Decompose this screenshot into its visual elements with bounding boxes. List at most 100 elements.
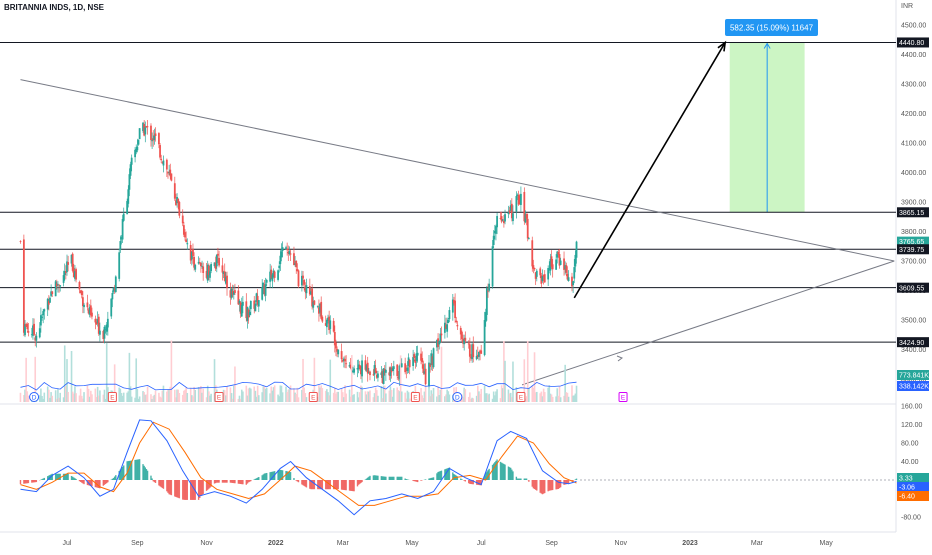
volume-bar [433, 388, 435, 402]
time-tick-label: Sep [545, 540, 558, 547]
macd-histogram-bar [369, 476, 370, 480]
candle-body [51, 291, 53, 294]
volume-bar [552, 397, 554, 402]
macd-histogram-bar [163, 480, 164, 489]
candle-body [39, 328, 41, 337]
candle-body [329, 320, 331, 328]
candle-body [542, 276, 544, 281]
macd-histogram-bar [526, 479, 527, 480]
candle-body [369, 372, 371, 376]
candle-body [293, 253, 295, 265]
candle-body [153, 135, 155, 140]
candle-body [226, 276, 228, 288]
macd-histogram-bar [44, 478, 45, 480]
candle-body [412, 357, 414, 366]
candle-body [210, 264, 212, 271]
macd-histogram-bar [377, 476, 378, 480]
candle-body [28, 331, 30, 333]
candle-body [115, 277, 117, 292]
volume-bar [258, 395, 260, 402]
candle-body [118, 252, 120, 279]
price-level-label: 3424.90 [899, 340, 924, 347]
candle-body [136, 147, 138, 151]
candle-body [43, 309, 45, 311]
candle-body [496, 216, 498, 227]
price-level-label: 3609.55 [899, 285, 924, 292]
event-marker-label: E [217, 395, 222, 402]
candle-body [144, 127, 146, 134]
candle-body [306, 285, 308, 293]
macd-histogram-bar [290, 472, 291, 480]
macd-tick-label: -80.00 [901, 515, 921, 522]
price-tick-label: 3700.00 [901, 259, 926, 266]
candle-body [536, 271, 538, 277]
candle-body [57, 284, 59, 285]
candle-body [159, 145, 161, 157]
volume-bar [194, 390, 196, 402]
candle-body [261, 287, 263, 300]
volume-bar [147, 386, 149, 402]
volume-bar [67, 392, 69, 402]
macd-histogram-bar [139, 459, 140, 480]
macd-histogram-bar [544, 480, 545, 493]
candle-body [341, 351, 343, 359]
macd-histogram-bar [520, 479, 521, 480]
candle-body [49, 298, 51, 303]
volume-bar [59, 393, 61, 402]
candle-body [320, 302, 322, 319]
candle-body [282, 247, 284, 251]
volume-bar [123, 393, 125, 402]
macd-histogram-bar [385, 477, 386, 480]
candle-body [335, 342, 337, 348]
macd-histogram-bar [401, 477, 402, 480]
candle-body [186, 243, 188, 244]
price-tick-label: 3800.00 [901, 229, 926, 236]
candle-body [155, 133, 157, 136]
candle-body [317, 306, 319, 307]
volume-label: 773.841K [899, 373, 929, 380]
candle-body [425, 369, 427, 384]
macd-histogram-bar [536, 480, 537, 491]
candle-body [286, 249, 288, 250]
candle-body [194, 265, 196, 270]
volume-bar [409, 399, 411, 402]
volume-bar [393, 388, 395, 402]
macd-histogram-bar [461, 479, 462, 480]
macd-histogram-bar [179, 480, 180, 498]
candle-body [447, 320, 449, 323]
candle-body [129, 174, 131, 190]
candle-body [87, 303, 89, 308]
macd-histogram-bar [322, 480, 323, 489]
candle-body [266, 280, 268, 283]
price-level-label: 3865.15 [899, 210, 924, 217]
volume-bar [163, 386, 165, 402]
volume-bar [75, 393, 77, 402]
macd-histogram-bar [528, 480, 529, 482]
volume-bar [353, 394, 355, 402]
candle-body [449, 310, 451, 319]
candle-body [174, 183, 176, 198]
candle-body [568, 277, 570, 281]
candle-body [454, 301, 456, 318]
price-level-label: 4440.80 [899, 40, 924, 47]
candle-body [249, 312, 251, 315]
candle-body [277, 270, 279, 280]
macd-histogram-bar [266, 473, 267, 480]
volume-bar [202, 389, 204, 402]
candle-body [375, 368, 377, 373]
candle-body [110, 299, 112, 317]
macd-histogram-bar [504, 465, 505, 480]
price-tick-label: 3900.00 [901, 200, 926, 207]
candle-body [361, 360, 363, 376]
candle-body [456, 325, 458, 326]
volume-bar [480, 389, 482, 402]
projection-arrow-line [574, 42, 725, 297]
candle-body [544, 274, 546, 282]
candle-body [166, 160, 168, 170]
macd-histogram-bar [258, 477, 259, 480]
macd-histogram-bar [250, 480, 251, 481]
volume-bar [282, 392, 284, 402]
macd-histogram-bar [552, 480, 553, 490]
macd-histogram-bar [115, 475, 116, 480]
volume-bar [210, 394, 212, 402]
